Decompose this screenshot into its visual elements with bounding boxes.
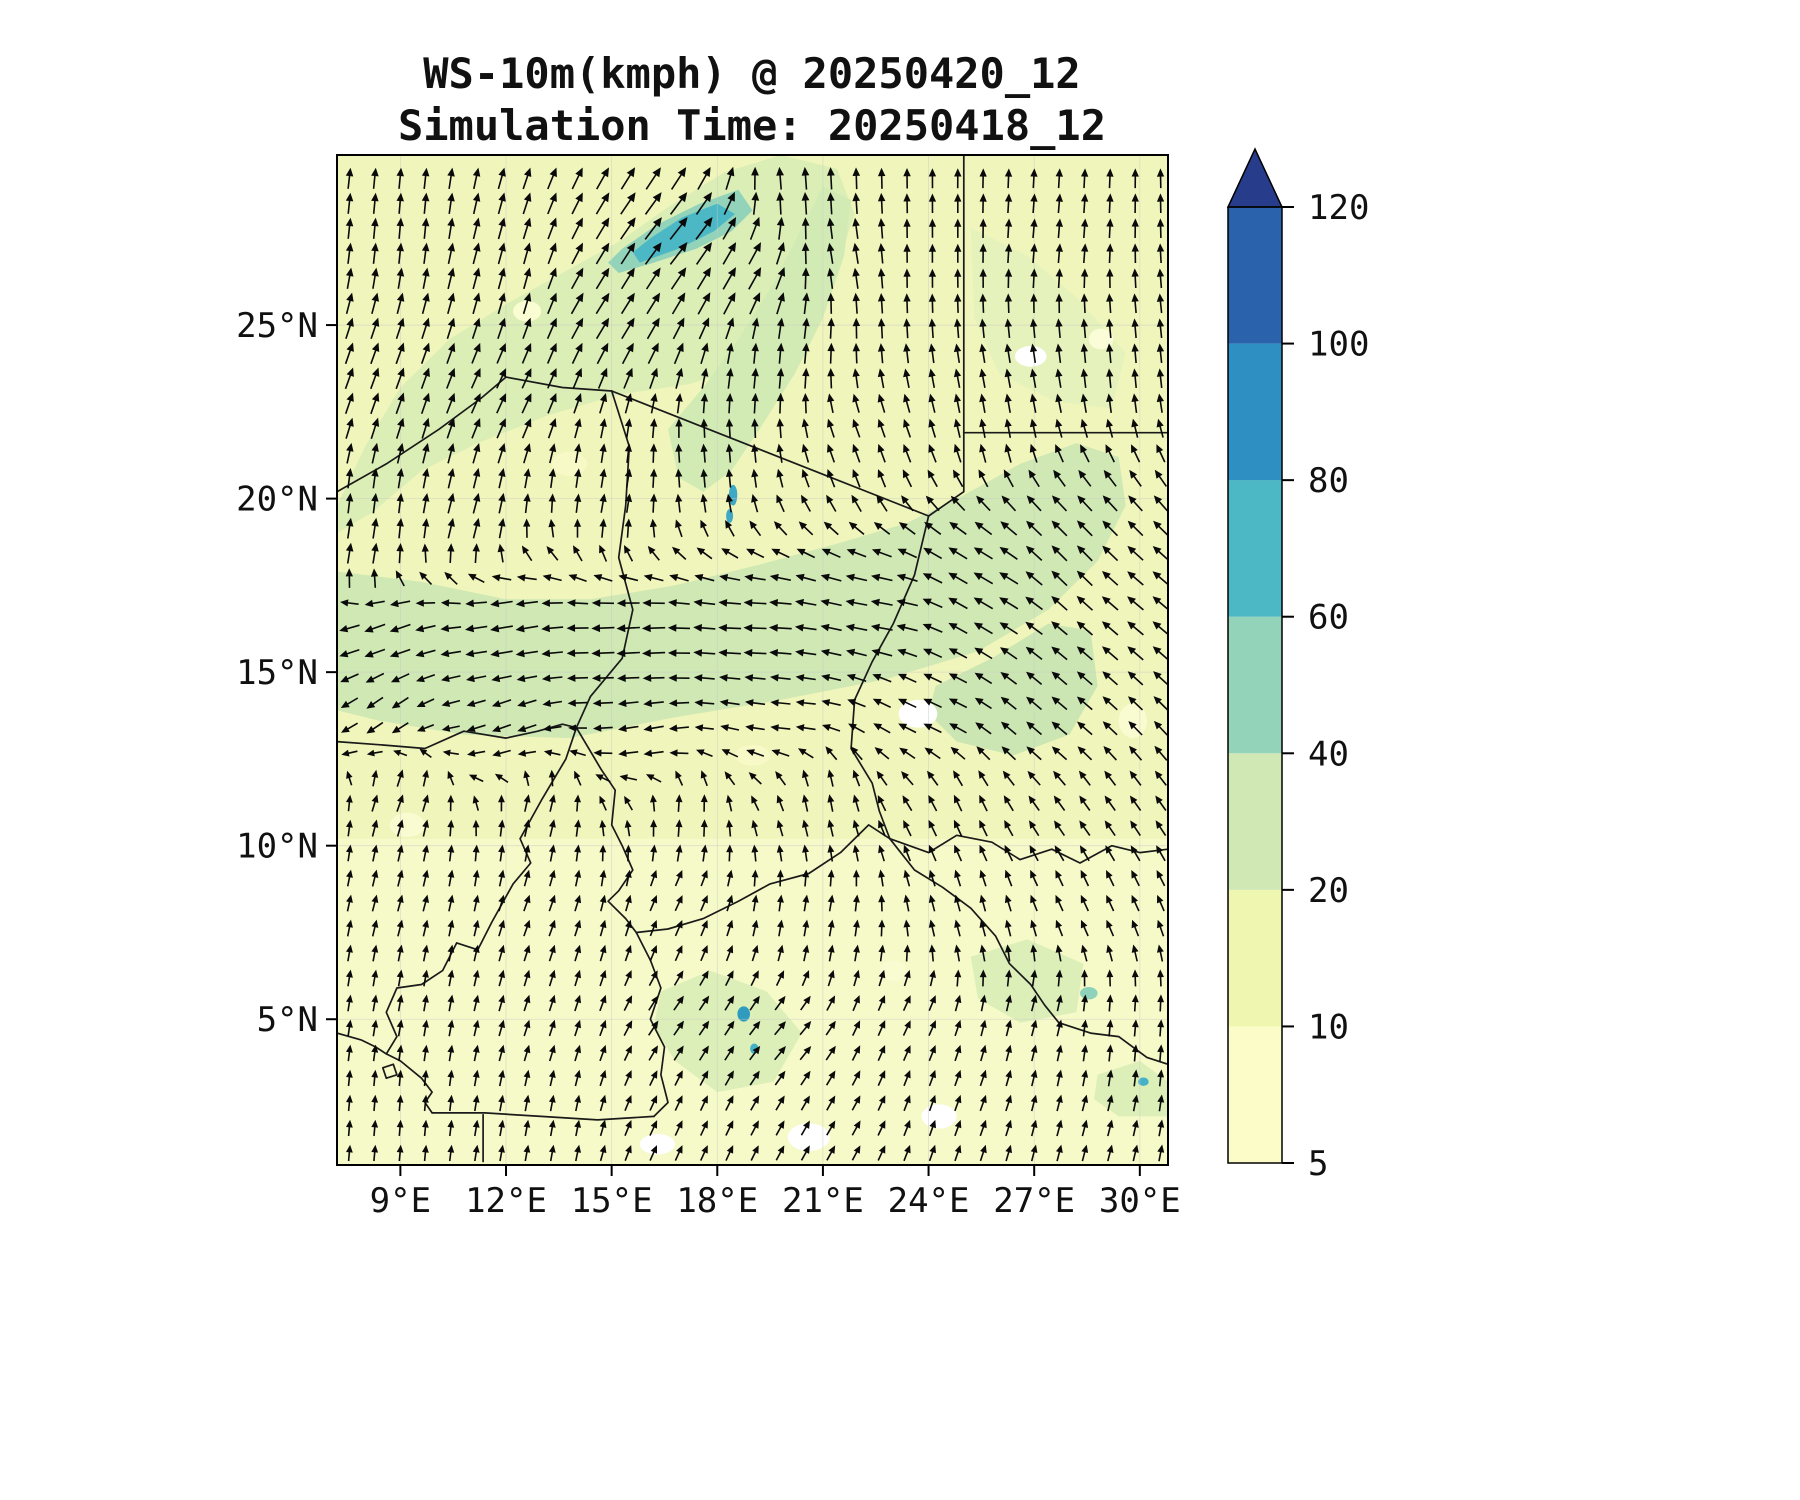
calm-spot (639, 1133, 676, 1155)
calm-spot (1088, 328, 1114, 350)
bioko-island-coast (381, 1063, 398, 1080)
colorbar-band-80-100 (1228, 343, 1282, 481)
colorbar-tick-label: 20 (1308, 871, 1349, 911)
calm-spot (513, 300, 542, 322)
wind-arrow-shafts (343, 171, 1168, 1162)
x-tick-label: 24°E (888, 1181, 970, 1221)
map-contour-layer (337, 155, 1168, 1165)
colorbar-band-40-60 (1228, 616, 1282, 754)
y-tick-label: 25°N (236, 306, 318, 346)
colorbar: 5 10 20 40 60 80 100 120 (1226, 147, 1369, 1184)
x-tick-label: 30°E (1099, 1181, 1181, 1221)
calm-spot (898, 699, 938, 728)
colorbar-tick-label: 5 (1308, 1144, 1328, 1184)
lake-speck (1138, 1077, 1149, 1086)
colorbar-band-100-120 (1228, 207, 1282, 344)
contour-region-north-green-west (337, 155, 855, 534)
calm-spot (921, 1104, 957, 1129)
y-tick-label: 10°N (236, 827, 318, 867)
southsudan-drc-border (1057, 1021, 1168, 1066)
lake-speck (737, 1006, 750, 1022)
plot-frame (336, 154, 1169, 1166)
y-tick-label: 20°N (236, 480, 318, 520)
sudan-southsudan-border (888, 834, 1168, 864)
colorbar-tick-label: 60 (1308, 598, 1349, 638)
colorbar-outline (1227, 206, 1283, 1164)
lake-speck (726, 509, 734, 523)
x-tick-label: 18°E (676, 1181, 758, 1221)
niger-chad-border (575, 390, 634, 729)
cameroon-congo-border (431, 1112, 655, 1121)
contour-region-east-green-patch (928, 623, 1098, 756)
colorbar-tick-label: 120 (1308, 188, 1369, 228)
calm-spot (1118, 703, 1147, 739)
colorbar-tick-label: 80 (1308, 461, 1349, 501)
colorbar-tick-label: 10 (1308, 1007, 1349, 1047)
niger-nigeria-border (337, 723, 578, 750)
car-southsudan-border (888, 837, 1060, 1024)
colorbar-tick-label: 40 (1308, 734, 1349, 774)
calm-spot (551, 451, 588, 476)
chart-subtitle: Simulation Time: 20250418_12 (398, 101, 1106, 150)
calm-spot (787, 1123, 830, 1152)
colorbar-band-60-80 (1228, 480, 1282, 617)
x-tick-label: 21°E (782, 1181, 864, 1221)
wind-vector-layer (339, 166, 1168, 1162)
colorbar-tick-label: 100 (1308, 325, 1369, 365)
calm-spot (389, 812, 425, 838)
x-tick-label: 9°E (370, 1181, 431, 1221)
algeria-niger-border (337, 376, 507, 493)
colorbar-band-20-40 (1228, 753, 1282, 890)
cameroon-car-border (635, 931, 669, 1118)
y-tick-label: 15°N (236, 653, 318, 693)
libya-sudan-border (927, 431, 965, 517)
calm-spot (879, 960, 908, 981)
x-tick-label: 27°E (993, 1181, 1075, 1221)
x-tick-label: 15°E (571, 1181, 653, 1221)
x-tick-label: 12°E (465, 1181, 547, 1221)
plot-frame-layer (336, 154, 1169, 1166)
calm-spot (1014, 345, 1047, 367)
niger-libya-border (505, 376, 613, 392)
chart-title: WS-10m(kmph) @ 20250420_12 (423, 49, 1080, 98)
axes-layer: 9°E 12°E 15°E 18°E 21°E 24°E 27°E 30°E 5°N 10°N 15… (236, 306, 1181, 1221)
lake-speck (1080, 987, 1098, 1000)
colorbar-band-10-20 (1228, 889, 1282, 1027)
chad-libya-border (610, 390, 930, 517)
colorbar-band-5-10 (1228, 1026, 1282, 1163)
y-tick-label: 5°N (257, 1000, 318, 1040)
